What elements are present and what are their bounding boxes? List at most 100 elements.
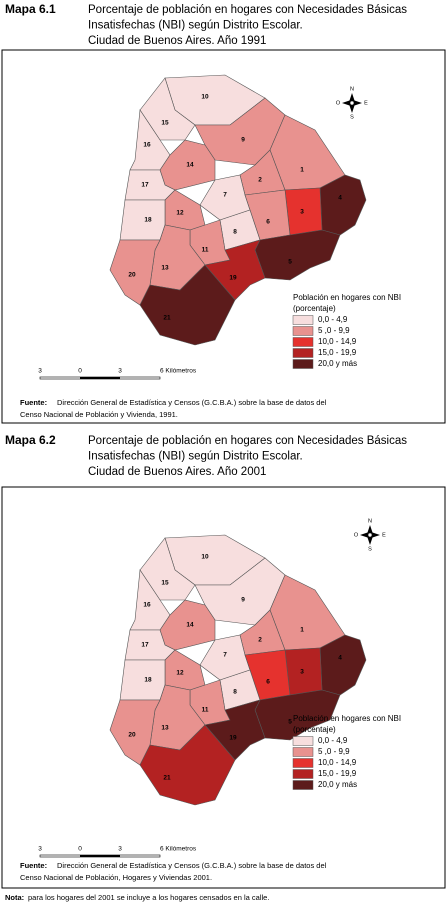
district-label: 16 bbox=[143, 142, 151, 149]
district-label: 4 bbox=[338, 655, 342, 662]
legend-swatch bbox=[292, 780, 314, 790]
district-label: 14 bbox=[186, 162, 194, 169]
district bbox=[139, 264, 236, 346]
legend-swatch bbox=[292, 769, 314, 779]
district bbox=[139, 724, 236, 806]
district bbox=[164, 649, 206, 691]
legend-swatch bbox=[292, 348, 314, 358]
district-label: 10 bbox=[201, 554, 209, 561]
source-text: Dirección General de Estadística y Censo… bbox=[57, 861, 327, 870]
district-label: 19 bbox=[229, 735, 237, 742]
source-text: Dirección General de Estadística y Censo… bbox=[57, 398, 327, 407]
legend-label: 5 ,0 - 9,9 bbox=[318, 326, 350, 335]
district-label: 13 bbox=[161, 725, 169, 732]
district-label: 5 bbox=[288, 259, 292, 266]
district-label: 17 bbox=[141, 182, 149, 189]
district-label: 17 bbox=[141, 642, 149, 649]
district-label: 8 bbox=[233, 229, 237, 236]
note-label: Nota: bbox=[5, 893, 24, 902]
district-label: 15 bbox=[161, 580, 169, 587]
district-label: 4 bbox=[338, 195, 342, 202]
legend-swatch bbox=[292, 359, 314, 369]
district-label: 3 bbox=[300, 209, 304, 216]
district bbox=[204, 699, 266, 761]
map-title: Porcentaje de población en hogares con N… bbox=[88, 435, 407, 447]
district-label: 20 bbox=[128, 732, 136, 739]
legend-swatch bbox=[292, 736, 314, 746]
scale-label: 0 bbox=[78, 368, 82, 375]
district-label: 19 bbox=[229, 275, 237, 282]
compass-letter: N bbox=[368, 518, 372, 524]
district bbox=[269, 574, 346, 651]
district-label: 5 bbox=[288, 719, 292, 726]
compass-letter: S bbox=[350, 114, 354, 120]
legend-swatch bbox=[292, 337, 314, 347]
legend-label: 20,0 y más bbox=[318, 359, 357, 368]
district-label: 18 bbox=[144, 217, 152, 224]
compass-center bbox=[349, 100, 355, 106]
scale-label: 3 bbox=[38, 846, 42, 853]
scale-label: 0 bbox=[78, 846, 82, 853]
district-label: 14 bbox=[186, 622, 194, 629]
legend-title: Población en hogares con NBI bbox=[293, 293, 401, 302]
legend-label: 0,0 - 4,9 bbox=[318, 736, 348, 745]
district-label: 9 bbox=[241, 137, 245, 144]
legend-title: (porcentaje) bbox=[293, 725, 336, 734]
legend-label: 0,0 - 4,9 bbox=[318, 315, 348, 324]
legend-title: Población en hogares con NBI bbox=[293, 714, 401, 723]
scale-label: 6 Kilómetros bbox=[160, 368, 197, 375]
district-label: 11 bbox=[202, 247, 209, 254]
district-label: 2 bbox=[258, 637, 262, 644]
map-label: Mapa 6.1 bbox=[5, 2, 56, 16]
district-label: 18 bbox=[144, 677, 152, 684]
legend-title: (porcentaje) bbox=[293, 304, 336, 313]
source-label: Fuente: bbox=[20, 398, 47, 407]
district bbox=[269, 114, 346, 191]
district-label: 10 bbox=[201, 94, 209, 101]
district bbox=[119, 659, 166, 701]
district-label: 11 bbox=[202, 707, 209, 714]
source-text: Censo Nacional de Población y Vivienda, … bbox=[20, 410, 178, 419]
compass-letter: E bbox=[364, 100, 368, 106]
legend-label: 15,0 - 19,9 bbox=[318, 348, 357, 357]
compass-letter: O bbox=[336, 100, 341, 106]
district-label: 13 bbox=[161, 265, 169, 272]
compass-letter: E bbox=[382, 532, 386, 538]
map-frame bbox=[1, 49, 446, 424]
district-label: 12 bbox=[176, 670, 184, 677]
district-label: 21 bbox=[163, 315, 171, 322]
compass-center bbox=[367, 532, 373, 538]
scale-label: 3 bbox=[38, 368, 42, 375]
legend-label: 15,0 - 19,9 bbox=[318, 769, 357, 778]
district-label: 1 bbox=[300, 167, 304, 174]
district-label: 12 bbox=[176, 210, 184, 217]
district-label: 7 bbox=[223, 192, 227, 199]
district-label: 16 bbox=[143, 602, 151, 609]
scale-label: 6 Kilómetros bbox=[160, 846, 197, 853]
legend-label: 10,0 - 14,9 bbox=[318, 758, 357, 767]
map-title: Ciudad de Buenos Aires. Año 1991 bbox=[88, 35, 266, 47]
district-label: 7 bbox=[223, 652, 227, 659]
scale-label: 3 bbox=[118, 368, 122, 375]
district bbox=[204, 239, 266, 301]
legend-swatch bbox=[292, 747, 314, 757]
scale-label: 3 bbox=[118, 846, 122, 853]
legend-label: 10,0 - 14,9 bbox=[318, 337, 357, 346]
map-title: Ciudad de Buenos Aires. Año 2001 bbox=[88, 466, 266, 478]
legend-swatch bbox=[292, 326, 314, 336]
district-label: 6 bbox=[266, 679, 270, 686]
district bbox=[119, 199, 166, 241]
district-label: 3 bbox=[300, 669, 304, 676]
note-text: para los hogares del 2001 se incluye a l… bbox=[28, 893, 269, 902]
district-label: 6 bbox=[266, 219, 270, 226]
compass-letter: O bbox=[354, 532, 359, 538]
district-label: 21 bbox=[163, 775, 171, 782]
district-label: 8 bbox=[233, 689, 237, 696]
district-label: 1 bbox=[300, 627, 304, 634]
map-frame bbox=[1, 486, 446, 889]
source-label: Fuente: bbox=[20, 861, 47, 870]
legend-label: 20,0 y más bbox=[318, 780, 357, 789]
district-label: 9 bbox=[241, 597, 245, 604]
map-label: Mapa 6.2 bbox=[5, 433, 56, 447]
